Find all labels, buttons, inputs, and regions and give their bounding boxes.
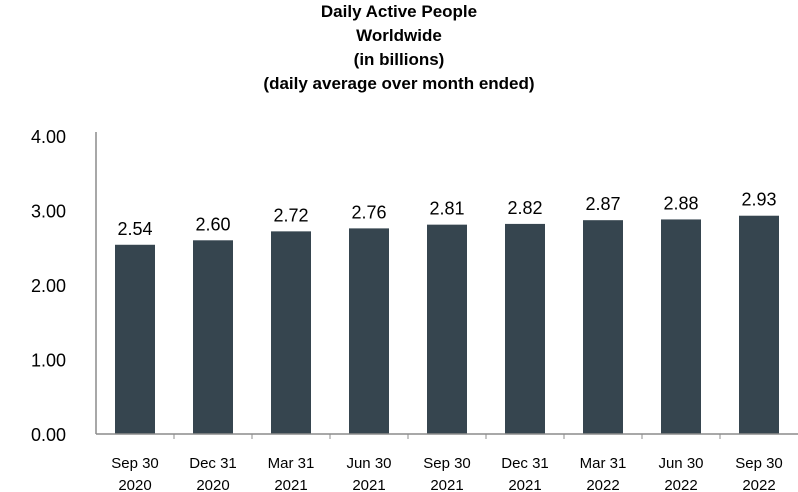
- x-tick-label: Dec 31: [501, 455, 549, 472]
- y-tick-label: 0.00: [31, 425, 66, 445]
- y-axis: 0.00 1.00 2.00 3.00 4.00: [31, 127, 97, 445]
- bar: [661, 219, 701, 434]
- x-tick-label-year: 2022: [586, 477, 619, 492]
- x-tick-label-year: 2022: [742, 477, 775, 492]
- data-label: 2.76: [351, 202, 386, 222]
- x-tick-label: Sep 30: [423, 455, 471, 472]
- y-tick-label: 2.00: [31, 276, 66, 296]
- bar: [427, 224, 467, 434]
- data-label: 2.81: [429, 199, 464, 219]
- x-tick-label-year: 2021: [274, 477, 307, 492]
- bar: [115, 244, 155, 434]
- chart-title-line-4: (daily average over month ended): [263, 74, 535, 93]
- x-tick-label: Jun 30: [658, 455, 703, 472]
- x-tick-label: Sep 30: [111, 455, 159, 472]
- x-tick-label: Mar 31: [268, 455, 315, 472]
- x-axis: Sep 30 2020 Dec 31 2020 Mar 31 2021 Jun 30 2021…: [96, 433, 798, 492]
- bar: [271, 231, 311, 434]
- chart-title-line-2: Worldwide: [356, 26, 442, 45]
- x-tick-label: Jun 30: [346, 455, 391, 472]
- x-tick-label-year: 2021: [430, 477, 463, 492]
- data-label: 2.72: [273, 205, 308, 225]
- y-tick-label: 1.00: [31, 351, 66, 371]
- data-label: 2.54: [117, 219, 152, 239]
- chart-title-line-1: Daily Active People: [320, 2, 478, 21]
- bar: [505, 223, 545, 434]
- x-tick-label-year: 2021: [508, 477, 541, 492]
- x-tick-label-year: 2020: [196, 477, 229, 492]
- bar: [193, 240, 233, 434]
- chart-title-line-3: (in billions): [353, 50, 445, 69]
- y-tick-label: 4.00: [31, 127, 66, 147]
- data-label: 2.60: [195, 214, 230, 234]
- x-tick-label: Sep 30: [735, 455, 783, 472]
- bar: [583, 220, 623, 434]
- data-label: 2.93: [741, 190, 776, 210]
- bar: [739, 215, 779, 434]
- x-tick-label-year: 2021: [352, 477, 385, 492]
- bar: [349, 228, 389, 434]
- x-tick-label: Mar 31: [580, 455, 627, 472]
- x-tick-label: Dec 31: [189, 455, 237, 472]
- x-tick-label-year: 2022: [664, 477, 697, 492]
- data-label: 2.88: [663, 193, 698, 213]
- x-tick-label-year: 2020: [118, 477, 151, 492]
- y-tick-label: 3.00: [31, 202, 66, 222]
- data-label: 2.82: [507, 198, 542, 218]
- data-label: 2.87: [585, 194, 620, 214]
- bars: 2.54 2.60 2.72 2.76 2.81 2.82 2.87 2.88 2.93: [115, 190, 779, 434]
- chart-title: Daily Active People Worldwide (in billio…: [0, 0, 798, 96]
